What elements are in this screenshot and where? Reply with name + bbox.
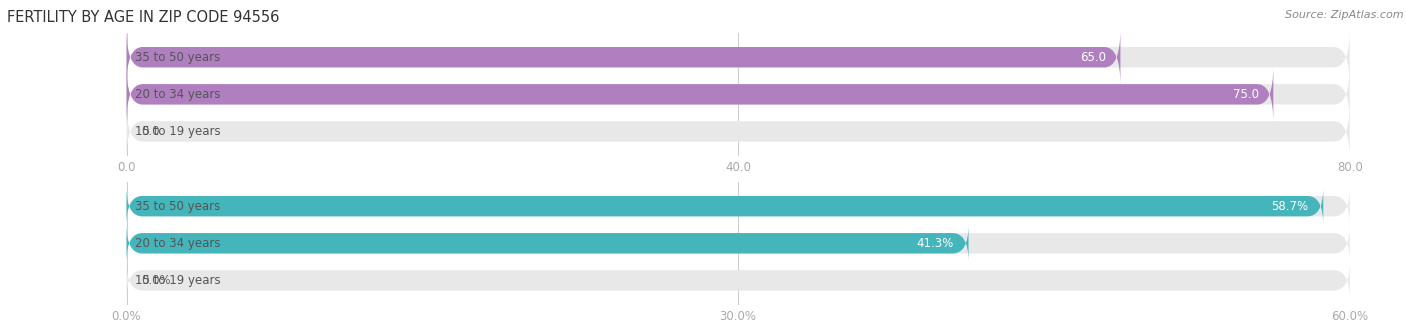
FancyBboxPatch shape [127,187,1350,225]
Text: 65.0: 65.0 [1080,51,1105,64]
Text: 15 to 19 years: 15 to 19 years [135,125,221,138]
FancyBboxPatch shape [127,261,1350,299]
Text: 35 to 50 years: 35 to 50 years [135,51,221,64]
FancyBboxPatch shape [127,29,1350,86]
FancyBboxPatch shape [127,224,1350,262]
FancyBboxPatch shape [127,66,1274,123]
FancyBboxPatch shape [127,66,1350,123]
Text: 75.0: 75.0 [1233,88,1258,101]
Text: 41.3%: 41.3% [917,237,953,250]
Text: 0.0: 0.0 [141,125,160,138]
Text: 15 to 19 years: 15 to 19 years [135,274,221,287]
Text: 20 to 34 years: 20 to 34 years [135,88,221,101]
FancyBboxPatch shape [127,187,1323,225]
Text: 58.7%: 58.7% [1271,200,1309,213]
Text: 20 to 34 years: 20 to 34 years [135,237,221,250]
Text: Source: ZipAtlas.com: Source: ZipAtlas.com [1285,10,1403,20]
Text: FERTILITY BY AGE IN ZIP CODE 94556: FERTILITY BY AGE IN ZIP CODE 94556 [7,10,280,25]
FancyBboxPatch shape [127,29,1121,86]
Text: 35 to 50 years: 35 to 50 years [135,200,221,213]
Text: 0.0%: 0.0% [141,274,172,287]
FancyBboxPatch shape [127,224,969,262]
FancyBboxPatch shape [127,103,1350,160]
